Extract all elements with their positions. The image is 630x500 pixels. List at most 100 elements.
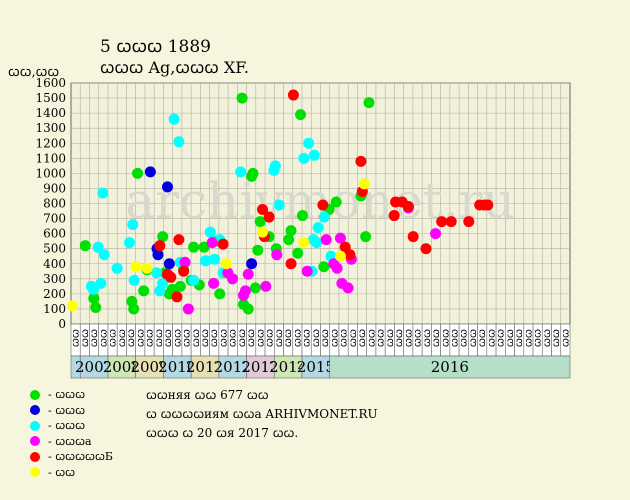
half-year-label: ꞷꞷ [71, 329, 82, 347]
half-year-label: ꞷꞷ [172, 329, 183, 347]
data-point [285, 258, 297, 270]
y-tick-label: 300 [43, 272, 66, 286]
data-point [208, 277, 220, 289]
half-year-label: ꞷꞷ [292, 329, 303, 347]
data-point [308, 149, 320, 161]
data-point [128, 274, 140, 286]
half-year-label: ꞷꞷ [117, 329, 128, 347]
legend-label: - ꞷꞷꞷ [48, 419, 86, 433]
data-point [303, 137, 315, 149]
half-year-label: ꞷꞷ [348, 329, 359, 347]
data-point [407, 231, 419, 243]
half-year-label: ꞷꞷ [191, 329, 202, 347]
legend-item: - ꞷꞷꞷ [30, 403, 113, 419]
data-point [168, 113, 180, 125]
data-point [420, 243, 432, 255]
data-point [171, 291, 183, 303]
data-points [66, 89, 494, 315]
data-point [163, 258, 175, 270]
data-point [330, 196, 342, 208]
data-point [482, 199, 494, 211]
half-year-label: ꞷꞷ [403, 329, 414, 347]
half-year-label: ꞷꞷ [108, 329, 119, 347]
half-year-label: ꞷꞷ [413, 329, 424, 347]
data-point [151, 267, 163, 279]
data-point [173, 136, 185, 148]
half-year-label: ꞷꞷ [477, 329, 488, 347]
half-year-label: ꞷꞷ [311, 329, 322, 347]
data-point [355, 155, 367, 167]
data-point [242, 303, 254, 315]
half-year-label: ꞷꞷ [468, 329, 479, 347]
data-point [285, 225, 297, 237]
half-year-label: ꞷꞷ [89, 329, 100, 347]
data-point [88, 292, 100, 304]
data-point [269, 160, 281, 172]
data-point [260, 280, 272, 292]
year-label: 2011 [186, 358, 224, 376]
data-point [301, 265, 313, 277]
chart-subtitle: ꞷꞷꞷ Ag,ꞷꞷꞷ XF. [100, 58, 249, 77]
data-point [252, 244, 264, 256]
half-year-label: ꞷꞷ [385, 329, 396, 347]
data-point [242, 268, 254, 280]
data-point [87, 283, 99, 295]
data-point [206, 237, 218, 249]
y-tick-label: 700 [43, 212, 66, 226]
y-tick-label: 400 [43, 257, 66, 271]
half-year-label: ꞷꞷ [505, 329, 516, 347]
data-point [144, 166, 156, 178]
data-point [204, 226, 216, 238]
half-year-label: ꞷꞷ [209, 329, 220, 347]
half-year-label: ꞷꞷ [422, 329, 433, 347]
y-axis-unit: ꞷꞷ,ꞷꞷ [8, 65, 60, 80]
y-tick-label: 900 [43, 181, 66, 195]
half-year-label: ꞷꞷ [376, 329, 387, 347]
y-tick-label: 1300 [35, 121, 66, 135]
data-point [198, 241, 210, 253]
half-year-label: ꞷꞷ [98, 329, 109, 347]
data-point [92, 241, 104, 253]
data-point [154, 240, 166, 252]
half-year-label: ꞷꞷ [135, 329, 146, 347]
data-point [127, 219, 139, 231]
data-point [79, 240, 91, 252]
data-point [388, 210, 400, 222]
half-year-label: ꞷꞷ [329, 329, 340, 347]
half-year-label: ꞷꞷ [440, 329, 451, 347]
data-point [463, 216, 475, 228]
half-year-label: ꞷꞷ [496, 329, 507, 347]
data-point [66, 300, 78, 312]
y-tick-label: 1000 [35, 166, 66, 180]
half-year-label: ꞷꞷ [449, 329, 460, 347]
data-point [199, 255, 211, 267]
data-point [220, 258, 232, 270]
data-point [123, 237, 135, 249]
data-point [254, 216, 266, 228]
y-tick-label: 1400 [35, 106, 66, 120]
legend-label: - ꞷꞷꞷꞷꞷБ [48, 450, 114, 464]
half-year-label: ꞷꞷ [459, 329, 470, 347]
data-point [358, 178, 370, 190]
data-point [214, 288, 226, 300]
info-date: ꞷꞷꞷ ꞷ 20 ꞷя 2017 ꞷꞷ. [146, 426, 299, 440]
year-label: 2013 [241, 358, 279, 376]
half-year-label: ꞷꞷ [283, 329, 294, 347]
y-tick-label: 1200 [35, 136, 66, 150]
data-point [188, 241, 200, 253]
info-block: ꞷꞷняя ꞷꞷ 677 ꞷꞷ ꞷ ꞷꞷꞷꞷиям ꞷꞷa ARHIVMONET… [146, 386, 378, 443]
half-year-label: ꞷꞷ [302, 329, 313, 347]
half-year-label: ꞷꞷ [163, 329, 174, 347]
y-tick-label: 200 [43, 287, 66, 301]
data-point [320, 234, 332, 246]
data-point [188, 274, 200, 286]
info-average: ꞷꞷняя ꞷꞷ 677 ꞷꞷ [146, 388, 269, 402]
data-point [111, 262, 123, 274]
year-label: 2009 [130, 358, 168, 376]
data-point [298, 152, 310, 164]
legend-dot [30, 436, 40, 447]
data-point [161, 181, 173, 193]
data-point [174, 280, 186, 292]
data-point [98, 249, 110, 261]
half-year-label: ꞷꞷ [320, 329, 331, 347]
